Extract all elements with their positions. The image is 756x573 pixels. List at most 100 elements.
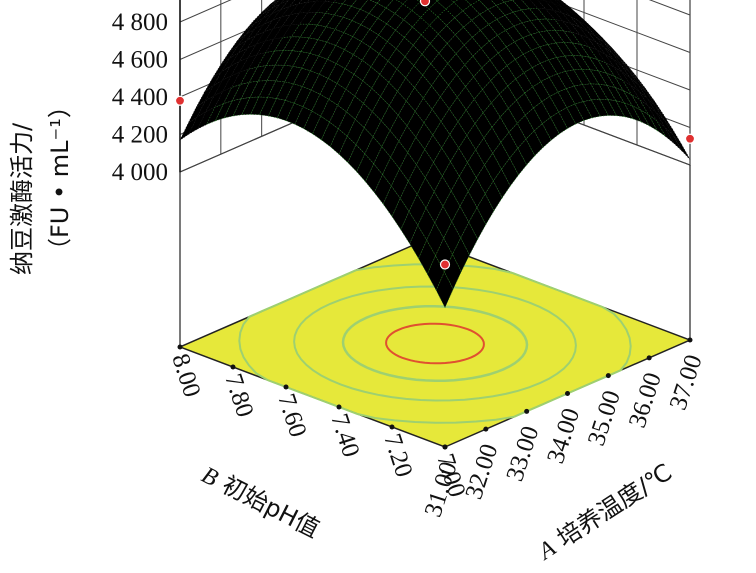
surface-facet <box>238 43 257 63</box>
surface-facet <box>239 66 259 85</box>
surface-facet <box>480 40 499 61</box>
surface-facet <box>553 19 573 33</box>
surface-facet <box>205 103 225 126</box>
surface-facet <box>623 102 642 123</box>
surface-facet <box>577 16 596 33</box>
surface-facet <box>507 99 526 124</box>
surface-facet <box>571 42 590 58</box>
x-tick-label: 37.00 <box>665 352 708 414</box>
surface-facet <box>356 153 375 183</box>
surface-facet <box>343 20 362 37</box>
surface-facet <box>655 105 673 130</box>
surface-facet <box>476 193 495 226</box>
surface-facet <box>302 89 321 112</box>
surface-facet <box>400 210 419 245</box>
surface-facet <box>282 23 301 38</box>
surface-facet <box>259 97 277 117</box>
surface-facet <box>428 0 447 18</box>
surface-facet <box>639 108 659 132</box>
surface-facet <box>264 25 283 42</box>
surface-facet <box>405 87 424 113</box>
y-tick-mark <box>177 344 183 350</box>
surface-facet <box>516 114 535 140</box>
surface-facet <box>269 0 277 5</box>
x-axis-letter: A <box>532 535 560 566</box>
surface-facet <box>631 105 650 127</box>
y-tick-mark <box>230 364 236 370</box>
y-axis-title: B初始pH值 <box>197 462 324 543</box>
surface-facet <box>572 55 591 71</box>
surface-facet <box>344 54 363 75</box>
surface-facet <box>276 100 295 122</box>
surface-facet <box>247 40 266 59</box>
surface-facet <box>497 46 516 67</box>
surface-facet <box>431 96 450 123</box>
surface-facet <box>257 64 276 82</box>
surface-facet <box>450 0 458 3</box>
surface-facet <box>396 56 415 79</box>
surface-facet <box>214 100 233 122</box>
surface-facet <box>530 31 549 48</box>
surface-facet <box>397 77 415 102</box>
x-axis-title: A培养温度/℃ <box>532 458 677 566</box>
surface-facet <box>607 99 626 118</box>
surface-facet <box>334 16 353 33</box>
response-surface <box>179 0 691 309</box>
contour-line <box>341 305 529 382</box>
surface-facet <box>379 60 398 83</box>
y-tick-mark <box>389 424 395 430</box>
z-axis-title-line2: （FU • mL⁻¹） <box>46 94 74 262</box>
surface-facet <box>370 53 389 75</box>
contour-line <box>385 322 485 365</box>
design-point <box>419 0 431 7</box>
surface-facet <box>188 111 207 135</box>
surface-facet <box>589 69 608 86</box>
surface-facet <box>307 12 327 26</box>
surface-facet <box>273 24 292 40</box>
surface-facet <box>454 10 473 28</box>
surface-facet <box>637 79 655 102</box>
x-tick-mark <box>524 408 530 414</box>
surface-facet <box>557 88 576 108</box>
surface-facet <box>220 45 239 65</box>
surface-facet <box>312 115 330 141</box>
surface-facet <box>550 111 568 135</box>
surface-facet <box>450 147 468 177</box>
surface-facet <box>335 49 354 70</box>
surface-facet <box>380 81 398 106</box>
surface-facet <box>525 130 544 157</box>
surface-facet <box>364 136 383 165</box>
surface-facet <box>546 30 565 44</box>
design-points <box>174 0 696 270</box>
surface-facet <box>586 25 604 43</box>
surface-facet <box>300 37 319 54</box>
surface-facet <box>464 55 483 78</box>
surface-facet <box>663 119 682 144</box>
surface-facet <box>306 0 318 3</box>
surface-facet <box>520 8 539 22</box>
surface-facet <box>409 224 428 260</box>
surface-facet <box>558 107 577 129</box>
surface-facet <box>388 90 407 116</box>
surface-facet <box>629 71 647 93</box>
design-point <box>439 259 451 270</box>
surface-facet <box>221 60 240 82</box>
y-tick-label: 8.00 <box>166 351 205 401</box>
surface-facet <box>303 110 322 135</box>
surface-facet <box>507 78 526 101</box>
surface-facet <box>529 19 548 33</box>
surface-facet <box>344 36 362 56</box>
design-point <box>684 133 696 144</box>
surface-facet <box>588 56 607 74</box>
surface-facet <box>475 164 494 195</box>
surface-facet <box>547 42 566 58</box>
y-tick-mark <box>336 404 342 410</box>
x-axis-text: 培养温度/℃ <box>552 458 677 553</box>
surface-facet <box>369 34 388 55</box>
surface-facet <box>241 96 260 116</box>
surface-facet <box>484 180 503 212</box>
surface-facet <box>290 23 310 38</box>
y-tick-label: 7.40 <box>325 411 364 461</box>
surface-facet <box>256 38 275 56</box>
